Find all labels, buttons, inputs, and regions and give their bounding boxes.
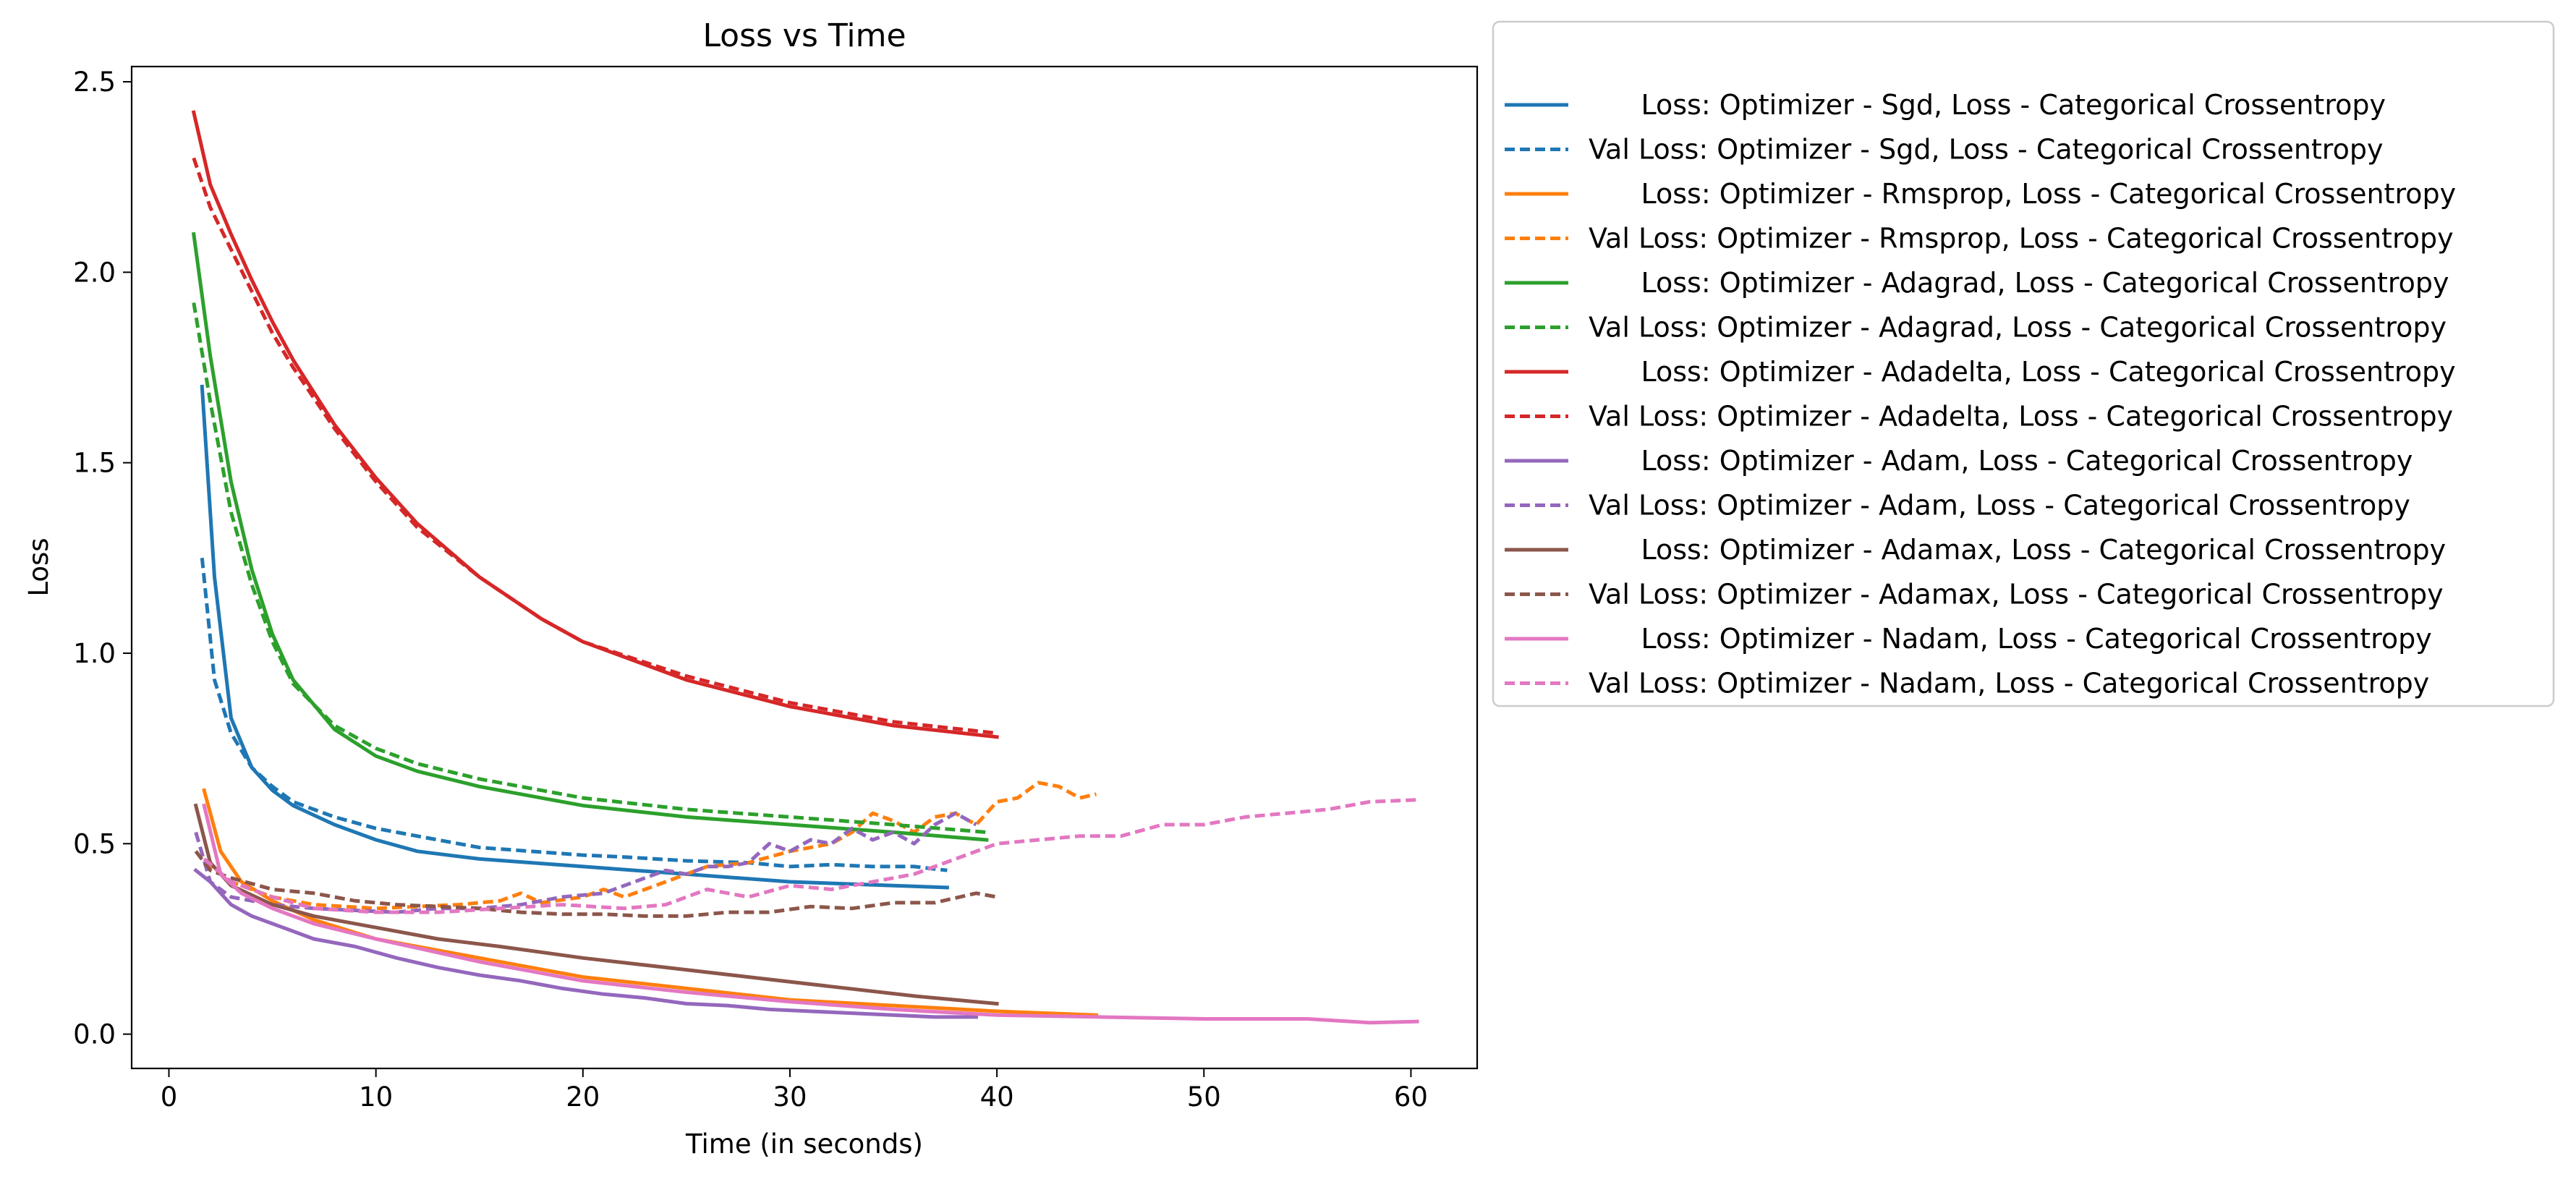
x-tick-label: 20 — [566, 1081, 600, 1113]
series-line — [202, 803, 1419, 1025]
series-line — [200, 558, 948, 872]
y-tick-label: 0.5 — [73, 828, 116, 859]
series-line — [202, 788, 1099, 1017]
y-axis: 0.0 0.5 1.0 1.5 2.0 2.5 — [73, 67, 132, 1050]
legend-label: Loss: Optimizer - Adam, Loss - Categoric… — [1589, 445, 2413, 477]
series-line — [194, 850, 998, 918]
series-line — [203, 781, 1097, 911]
legend-label: Loss: Optimizer - Nadam, Loss - Categori… — [1589, 623, 2432, 655]
series-line — [191, 231, 989, 842]
legend-label: Loss: Optimizer - Sgd, Loss - Categorica… — [1589, 89, 2386, 121]
x-tick-label: 30 — [773, 1081, 807, 1113]
legend-label: Val Loss: Optimizer - Adadelta, Loss - C… — [1589, 401, 2453, 433]
series-layer — [191, 110, 1419, 1025]
legend-label: Val Loss: Optimizer - Adagrad, Loss - Ca… — [1589, 312, 2447, 344]
series-line — [200, 384, 949, 890]
y-tick-label: 1.5 — [73, 448, 116, 479]
chart-title: Loss vs Time — [702, 17, 906, 54]
x-tick-label: 0 — [161, 1081, 178, 1113]
series-line — [192, 302, 987, 834]
legend-label: Loss: Optimizer - Adamax, Loss - Categor… — [1589, 534, 2446, 566]
x-axis-label: Time (in seconds) — [685, 1128, 923, 1160]
x-tick-label: 60 — [1394, 1081, 1428, 1113]
series-line — [194, 811, 977, 914]
series-line — [193, 803, 999, 1006]
y-tick-label: 2.5 — [73, 67, 116, 98]
legend-label: Loss: Optimizer - Adadelta, Loss - Categ… — [1589, 356, 2456, 388]
x-axis: 0 10 20 30 40 50 60 — [161, 1068, 1428, 1113]
plot-frame — [130, 65, 1479, 1070]
y-tick-label: 2.0 — [73, 257, 116, 288]
series-line — [193, 867, 978, 1019]
legend-label: Val Loss: Optimizer - Nadam, Loss - Cate… — [1589, 668, 2429, 700]
y-tick-label: 1.0 — [73, 638, 116, 669]
legend-frame — [1492, 20, 2555, 707]
legend-label: Val Loss: Optimizer - Adamax, Loss - Cat… — [1589, 579, 2444, 611]
series-line — [192, 157, 998, 736]
series-line — [191, 110, 999, 739]
legend: Loss: Optimizer - Sgd, Loss - Categorica… — [1492, 20, 2555, 707]
x-tick-label: 40 — [980, 1081, 1014, 1113]
legend-label: Val Loss: Optimizer - Adam, Loss - Categ… — [1589, 490, 2410, 522]
legend-label: Val Loss: Optimizer - Sgd, Loss - Catego… — [1589, 134, 2383, 166]
y-axis-label: Loss — [23, 537, 54, 596]
series-line — [203, 798, 1418, 914]
legend-label: Val Loss: Optimizer - Rmsprop, Loss - Ca… — [1589, 223, 2454, 255]
x-tick-label: 50 — [1187, 1081, 1221, 1113]
y-tick-label: 0.0 — [73, 1019, 116, 1050]
x-tick-label: 10 — [359, 1081, 393, 1113]
legend-label: Loss: Optimizer - Adagrad, Loss - Catego… — [1589, 267, 2449, 299]
legend-label: Loss: Optimizer - Rmsprop, Loss - Catego… — [1589, 178, 2456, 210]
